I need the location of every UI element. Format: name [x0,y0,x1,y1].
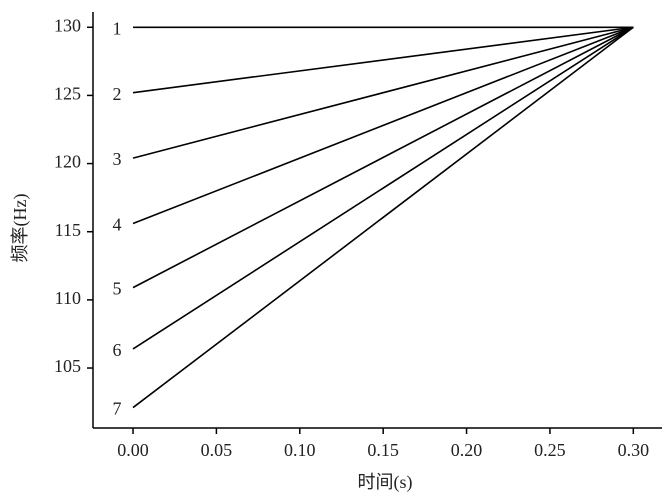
y-tick-label: 105 [54,356,81,376]
y-tick-label: 110 [55,288,81,308]
series-label: 1 [113,18,122,38]
x-tick-label: 0.00 [117,440,149,460]
x-tick-label: 0.05 [201,440,233,460]
y-tick-label: 115 [55,220,81,240]
x-tick-label: 0.25 [534,440,566,460]
series-label: 3 [113,149,122,169]
series-label: 4 [113,215,122,235]
series-label: 6 [113,340,122,360]
y-tick-label: 125 [54,84,81,104]
series-label: 2 [113,84,122,104]
y-tick-label: 130 [54,15,81,35]
y-axis-title: 频率(Hz) [10,194,31,263]
line [132,26,634,409]
x-tick-label: 0.15 [367,440,399,460]
x-axis-title: 时间(s) [358,472,413,493]
x-tick-label: 0.20 [451,440,483,460]
line [132,26,634,94]
line [132,26,634,159]
series-label: 7 [113,399,122,419]
line [132,26,634,225]
line [132,26,634,350]
y-tick-label: 120 [54,152,81,172]
x-tick-label: 0.30 [618,440,650,460]
line [132,26,634,289]
series-label: 5 [113,279,122,299]
x-tick-label: 0.10 [284,440,316,460]
